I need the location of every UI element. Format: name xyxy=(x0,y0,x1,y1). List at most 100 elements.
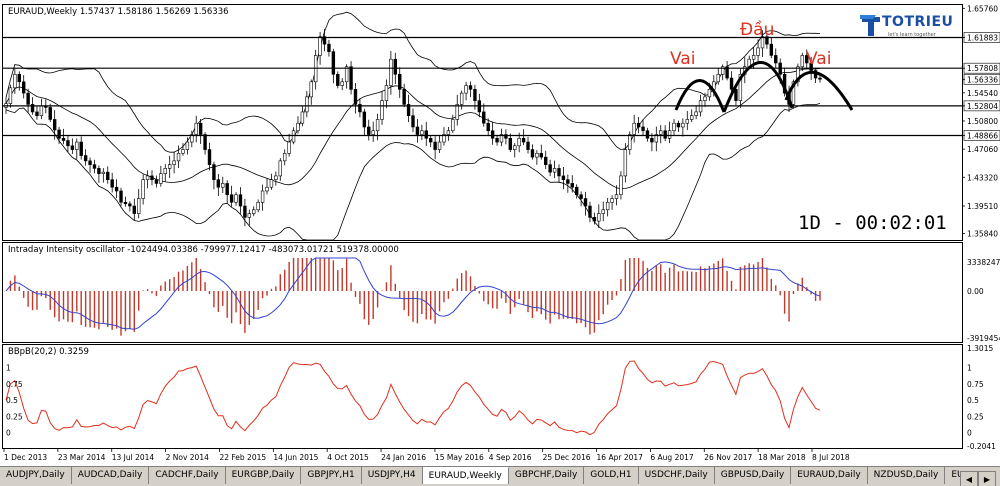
candle-body xyxy=(150,175,154,180)
candle-body xyxy=(796,66,800,83)
candle-body xyxy=(358,104,362,113)
candle-body xyxy=(707,89,712,98)
candle-body xyxy=(225,183,229,196)
time-tick-label: 26 Nov 2017 xyxy=(704,453,752,462)
bollinger-upper xyxy=(5,11,821,153)
candle-body xyxy=(676,122,681,128)
tab-scroll-right-icon[interactable]: ▶ xyxy=(978,471,996,486)
symbol-tab[interactable]: GBPJPY,H1 xyxy=(301,467,362,484)
bbpb-tick-label: 0.75 xyxy=(967,380,984,389)
symbol-tab[interactable]: NZDUSD,Daily xyxy=(868,467,946,484)
symbol-tab[interactable]: GBPUSD,Daily xyxy=(715,467,792,484)
candle-body xyxy=(548,164,552,173)
candle-body xyxy=(198,122,203,135)
time-tick-label: 23 Mar 2014 xyxy=(58,453,106,462)
logo-name: TOTRIEU xyxy=(882,14,954,30)
trading-chart[interactable]: 1.65760 1.61883 1.57808 1.56336 1.54540 1.528… xyxy=(0,0,1000,466)
candle-body xyxy=(459,92,464,105)
candle-body xyxy=(340,81,344,86)
candle-body xyxy=(725,66,729,79)
candle-body xyxy=(681,122,685,128)
symbol-tab[interactable]: AUDJPY,Daily xyxy=(0,467,72,484)
candle-body xyxy=(424,130,428,139)
candle-body xyxy=(574,186,579,196)
candle-body xyxy=(185,141,190,150)
price-tick-label: 1.57808 xyxy=(967,64,998,73)
bbpb-left-tick-label: 0.25 xyxy=(6,412,23,421)
candle-body xyxy=(800,55,805,68)
bbpb-tick-label: 1.3015 xyxy=(967,344,993,353)
time-tick-label: 25 Dec 2016 xyxy=(543,453,591,462)
candle-body xyxy=(398,73,402,90)
candle-body xyxy=(544,156,548,165)
bollinger-middle xyxy=(5,68,821,190)
candle-body xyxy=(13,73,17,89)
candle-body xyxy=(296,122,300,132)
head-arc xyxy=(722,61,794,113)
left-shoulder-arc xyxy=(674,79,726,113)
time-tick-label: 16 Apr 2017 xyxy=(597,453,644,462)
candle-body xyxy=(216,179,221,188)
symbol-tab[interactable]: EURGBP,Daily xyxy=(226,467,302,484)
symbol-tab[interactable]: GBPCHF,Daily xyxy=(509,467,585,484)
symbol-tab[interactable]: CADCHF,Daily xyxy=(149,467,226,484)
candle-body xyxy=(97,168,101,174)
candle-body xyxy=(605,201,610,211)
symbol-tab[interactable]: EURAUD,Daily xyxy=(791,467,868,484)
candle-body xyxy=(327,43,331,52)
symbol-tab[interactable]: USDCHF,Daily xyxy=(639,467,715,484)
time-tick-label: 1 Dec 2013 xyxy=(4,453,47,462)
candle-body xyxy=(265,186,269,192)
candle-body xyxy=(442,134,446,143)
candle-body xyxy=(128,203,132,207)
candle-body xyxy=(663,130,667,139)
candle-body xyxy=(579,194,583,199)
tab-scroll-left-icon[interactable]: ◀ xyxy=(960,471,978,486)
bbpb-tick-label: 0.25 xyxy=(967,412,984,421)
candle-body xyxy=(322,36,327,45)
candle-body xyxy=(468,85,473,90)
time-tick-label: 24 Jan 2016 xyxy=(381,453,426,462)
bbpb-left-tick-label: 1 xyxy=(6,364,11,373)
symbol-tab[interactable]: GOLD,H1 xyxy=(584,467,639,484)
candle-body xyxy=(486,122,490,132)
candle-body xyxy=(132,205,136,214)
candle-body xyxy=(92,164,97,169)
bbpb-panel: 1.3015 1 0.75 0.5 0.25 0 -0.2041 1 0.75 0.5 0.25 0 xyxy=(5,344,996,451)
time-tick-label: 2 Nov 2014 xyxy=(166,453,209,462)
candle-body xyxy=(229,194,234,203)
time-tick-label: 13 Jul 2014 xyxy=(112,453,155,462)
candle-body xyxy=(145,175,150,180)
symbol-tab[interactable]: USDJPY,H4 xyxy=(362,467,423,484)
brand-logo: TOTRIEU let's learn together xyxy=(860,12,960,42)
candle-body xyxy=(380,100,384,120)
candle-body xyxy=(570,183,574,188)
candle-body xyxy=(791,81,796,105)
candle-body xyxy=(482,111,486,124)
symbol-tab[interactable]: EURAUD,Weekly xyxy=(422,467,509,484)
candle-body xyxy=(57,129,61,139)
candle-body xyxy=(21,81,26,94)
symbol-tab[interactable]: AUDCAD,Daily xyxy=(72,467,150,484)
bbpb-tick-label: 0 xyxy=(967,429,972,438)
candles xyxy=(4,28,822,229)
head-shoulders-pattern xyxy=(674,61,854,113)
candle-body xyxy=(26,92,30,105)
candle-body xyxy=(490,130,495,139)
candle-body xyxy=(114,186,119,192)
candle-body xyxy=(247,213,252,218)
candle-body xyxy=(291,130,296,143)
candle-body xyxy=(451,119,455,132)
candle-body xyxy=(685,119,689,124)
candle-body xyxy=(167,164,172,169)
candle-body xyxy=(406,104,411,116)
ii-tick-label: 3338247.0 xyxy=(967,258,1000,267)
candle-body xyxy=(221,183,225,188)
candle-body xyxy=(623,149,628,177)
candle-body xyxy=(344,66,349,83)
price-chart-title: EURAUD,Weekly 1.57437 1.58186 1.56269 1.… xyxy=(8,7,229,17)
candle-body xyxy=(597,213,601,222)
candle-body xyxy=(52,119,57,131)
price-tick-label: 1.43320 xyxy=(967,173,998,182)
bbpb-left-tick-label: 0.75 xyxy=(6,380,23,389)
